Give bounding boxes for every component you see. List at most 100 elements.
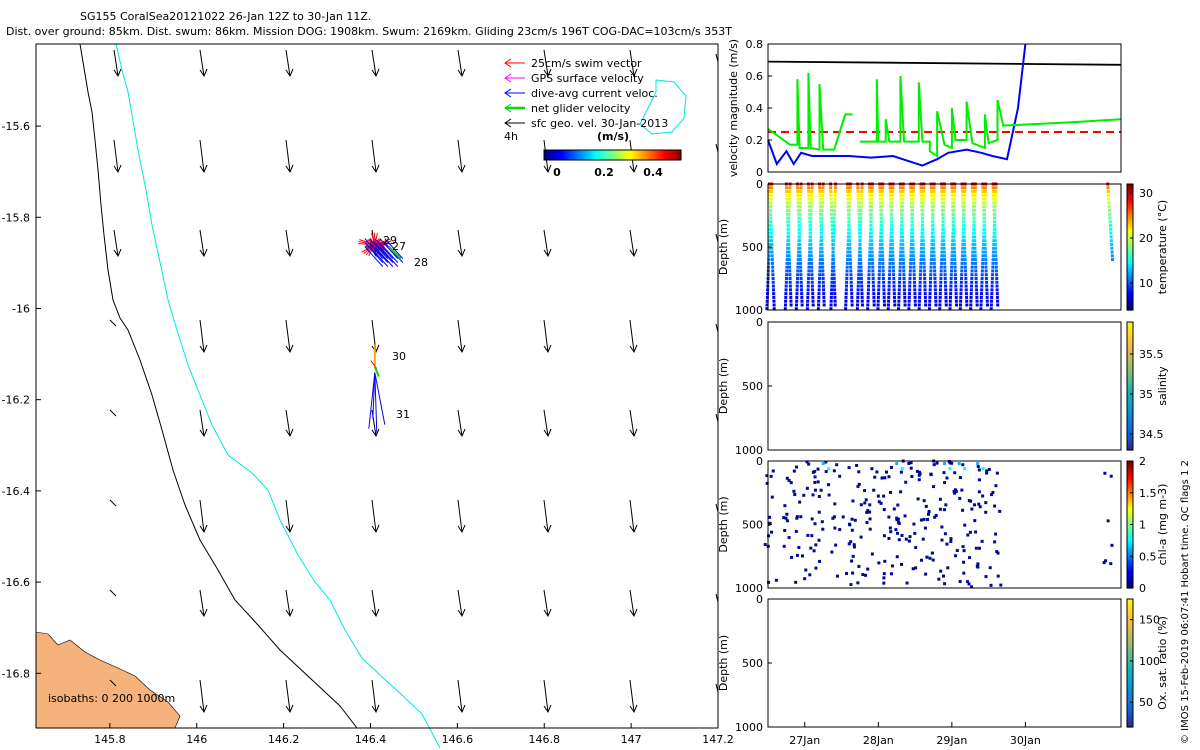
temperature-point <box>963 197 967 201</box>
temperature-point <box>799 186 803 190</box>
figure-subtitle: Dist. over ground: 85km. Dist. swum: 86k… <box>6 25 732 38</box>
colorbar-tick-label: 10 <box>1139 277 1153 290</box>
colorbar-swatch <box>1127 473 1133 477</box>
chlorophyll-point <box>968 556 972 560</box>
temperature-point <box>787 220 791 224</box>
temperature-point <box>932 258 936 262</box>
temperature-point <box>933 280 937 284</box>
temperature-point <box>944 292 948 296</box>
temperature-point <box>809 212 813 216</box>
colorbar-swatch <box>600 150 602 160</box>
chlorophyll-point <box>785 519 789 523</box>
temperature-point <box>788 265 792 269</box>
temperature-point <box>909 193 913 197</box>
temperature-point <box>981 186 985 190</box>
y-tick-label: -16 <box>12 302 30 315</box>
colorbar-swatch <box>1127 637 1133 641</box>
temperature-point <box>798 212 802 216</box>
temperature-point <box>767 242 771 246</box>
colorbar-swatch <box>666 150 668 160</box>
temperature-point <box>962 220 966 224</box>
temperature-point <box>844 295 848 299</box>
temperature-point <box>830 216 834 220</box>
temperature-point <box>769 235 773 239</box>
temperature-point <box>785 261 789 265</box>
colorbar-swatch <box>1127 475 1133 479</box>
temperature-point <box>954 280 958 284</box>
colorbar-swatch <box>1127 554 1133 557</box>
temperature-point <box>831 239 835 243</box>
temperature-point <box>808 235 812 239</box>
temperature-point <box>980 284 984 288</box>
temperature-point <box>940 190 944 194</box>
geo-vector-arrow <box>109 679 117 687</box>
temperature-point <box>868 258 872 262</box>
colorbar-swatch <box>1127 265 1133 269</box>
temperature-point <box>845 273 849 277</box>
temperature-point <box>901 193 905 197</box>
temperature-point <box>953 261 957 265</box>
temperature-point <box>1106 190 1110 194</box>
temperature-point <box>806 303 810 307</box>
temperature-point <box>870 197 874 201</box>
chlorophyll-point <box>824 470 828 474</box>
temperature-point <box>868 186 872 190</box>
temperature-point <box>858 231 862 235</box>
temperature-point <box>954 295 958 299</box>
temperature-point <box>954 277 958 280</box>
temperature-point <box>948 299 952 303</box>
geo-vector-arrow <box>109 409 117 417</box>
geo-vector-arrow <box>109 589 117 597</box>
temperature-point <box>868 246 872 250</box>
colorbar-swatch <box>578 150 580 160</box>
temperature-point <box>963 186 967 190</box>
geo-vector-arrow <box>543 229 549 257</box>
temperature-point <box>974 261 978 265</box>
temperature-point <box>909 239 913 243</box>
temperature-point <box>899 250 903 254</box>
temperature-point <box>992 239 996 243</box>
colorbar-swatch <box>575 150 577 160</box>
colorbar-swatch <box>1127 347 1133 351</box>
colorbar-swatch <box>641 150 643 160</box>
temperature-point <box>772 295 776 299</box>
colorbar-swatch <box>1127 643 1133 647</box>
colorbar-swatch <box>1127 322 1133 325</box>
temperature-point <box>768 186 772 190</box>
colorbar-swatch <box>598 150 600 160</box>
geo-vector-arrow <box>629 589 635 617</box>
temperature-point <box>867 261 871 265</box>
chlorophyll-point <box>985 469 989 473</box>
chlorophyll-point <box>946 566 950 570</box>
temperature-point <box>795 299 799 303</box>
colorbar-tick-label: 100 <box>1139 655 1160 668</box>
colorbar-swatch <box>650 150 652 160</box>
temperature-point <box>903 292 907 296</box>
temperature-point <box>985 280 989 284</box>
temperature-point <box>846 231 850 235</box>
colorbar-swatch <box>1127 616 1133 619</box>
temperature-point <box>938 288 942 292</box>
colorbar-swatch <box>1127 257 1133 261</box>
temperature-point <box>821 186 825 190</box>
temperature-point <box>962 208 966 212</box>
colorbar-swatch <box>1127 707 1133 711</box>
temperature-point <box>963 258 967 262</box>
temperature-point <box>819 246 823 250</box>
chlorophyll-point <box>797 545 801 549</box>
temperature-point <box>919 258 923 262</box>
temperature-point <box>822 303 826 307</box>
temperature-point <box>770 242 774 246</box>
colorbar-swatch <box>1127 247 1133 250</box>
temperature-point <box>908 280 912 284</box>
temperature-point <box>941 231 945 235</box>
temperature-point <box>933 277 937 280</box>
temperature-point <box>817 284 821 288</box>
temperature-point <box>922 273 926 277</box>
colorbar-swatch <box>621 150 623 160</box>
colorbar-title: (m/s) <box>597 130 629 143</box>
temperature-point <box>963 193 967 197</box>
temperature-point <box>879 224 883 228</box>
